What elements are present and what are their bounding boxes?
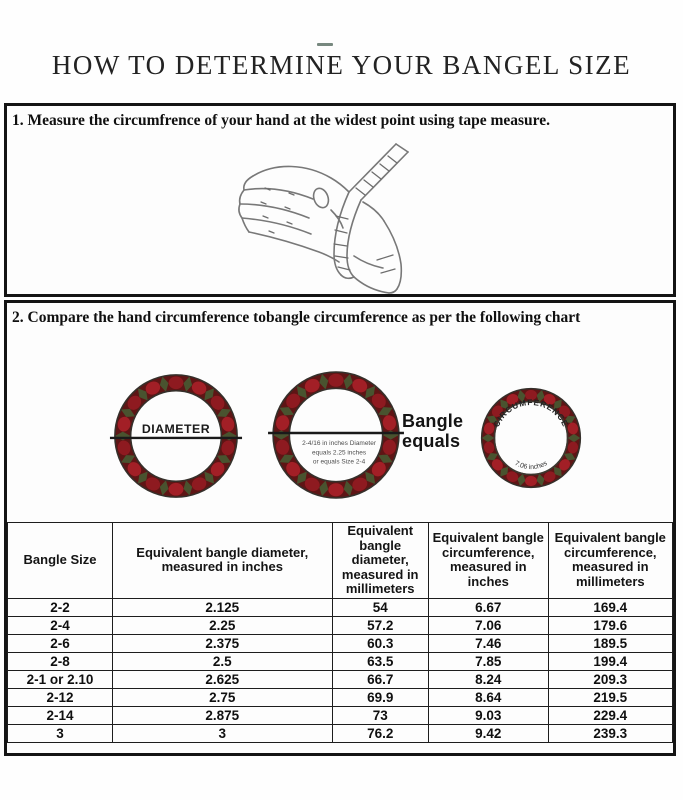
table-cell: 219.5	[547, 687, 674, 707]
table-cell: 7.85	[427, 651, 549, 671]
table-cell: 7.06	[427, 615, 549, 635]
step1-box: 1. Measure the circumfrence of your hand…	[4, 103, 676, 297]
table-row: 2-12 2.75 69.9 8.64 219.5	[6, 687, 674, 707]
table-cell: 2-1 or 2.10	[6, 669, 114, 689]
bangle-equals-line1: Bangle	[402, 411, 464, 431]
table-row: 2-1 or 2.10 2.625 66.7 8.24 209.3	[6, 669, 674, 689]
table-cell: 179.6	[547, 615, 674, 635]
size-chart-table: Bangle Size Equivalent bangle diameter, m…	[6, 522, 674, 743]
table-cell: 2-2	[6, 597, 114, 617]
table-cell: 2.375	[112, 633, 333, 653]
table-cell: 2.75	[112, 687, 333, 707]
table-cell: 63.5	[331, 651, 429, 671]
table-row: 2-8 2.5 63.5 7.85 199.4	[6, 651, 674, 671]
table-cell: 209.3	[547, 669, 674, 689]
svg-text:7.06 inches: 7.06 inches	[513, 460, 549, 471]
diameter-label: DIAMETER	[142, 422, 210, 436]
table-cell: 69.9	[331, 687, 429, 707]
page-title: HOW TO DETERMINE YOUR BANGEL SIZE	[51, 50, 632, 80]
table-cell: 7.46	[427, 633, 549, 653]
table-cell: 2.625	[112, 669, 333, 689]
table-cell: 73	[331, 705, 429, 725]
step2-text: 2. Compare the hand circumference tobang…	[12, 309, 581, 326]
size-note-line1: 2-4/16 in inches Diameter	[302, 440, 377, 447]
size-note-line3: or equals Size 2-4	[313, 458, 366, 465]
table-row: 2-6 2.375 60.3 7.46 189.5	[6, 633, 674, 653]
bangle-diameter-diagram: DIAMETER	[109, 374, 243, 498]
table-cell: 6.67	[427, 597, 549, 617]
table-row: 3 3 76.2 9.42 239.3	[6, 723, 674, 743]
table-cell: 54	[331, 597, 429, 617]
hand-tape-measure-illustration	[238, 143, 409, 294]
table-cell: 189.5	[547, 633, 674, 653]
table-cell: 8.64	[427, 687, 549, 707]
top-dash-mark	[317, 43, 333, 46]
column-header: Equivalent bangle circumference, measure…	[547, 522, 674, 599]
column-header: Equivalent bangle diameter, measured in …	[331, 522, 429, 599]
bangle-equals-label: Bangle equals	[402, 411, 463, 451]
table-cell: 3	[6, 723, 114, 743]
table-cell: 8.24	[427, 669, 549, 689]
bangle-equals-line2: equals	[402, 431, 461, 451]
table-cell: 229.4	[547, 705, 674, 725]
table-cell: 2.125	[112, 597, 333, 617]
bangle-size-note-diagram: 2-4/16 in inches Diameter equals 2.25 in…	[268, 371, 404, 499]
table-cell: 2-14	[6, 705, 114, 725]
table-row: 2-4 2.25 57.2 7.06 179.6	[6, 615, 674, 635]
table-cell: 9.03	[427, 705, 549, 725]
table-cell: 2-12	[6, 687, 114, 707]
table-header-row: Bangle Size Equivalent bangle diameter, m…	[6, 522, 674, 599]
table-cell: 2.875	[112, 705, 333, 725]
column-header: Equivalent bangle diameter, measured in …	[112, 522, 333, 599]
size-note-line2: equals 2.25 inches	[312, 449, 367, 456]
column-header: Bangle Size	[6, 522, 114, 599]
table-cell: 57.2	[331, 615, 429, 635]
table-row: 2-2 2.125 54 6.67 169.4	[6, 597, 674, 617]
table-row: 2-14 2.875 73 9.03 229.4	[6, 705, 674, 725]
table-cell: 2-8	[6, 651, 114, 671]
table-cell: 199.4	[547, 651, 674, 671]
table-cell: 2.25	[112, 615, 333, 635]
table-cell: 169.4	[547, 597, 674, 617]
table-cell: 2-6	[6, 633, 114, 653]
step2-box: 2. Compare the hand circumference tobang…	[4, 300, 676, 756]
table-cell: 2-4	[6, 615, 114, 635]
table-cell: 3	[112, 723, 333, 743]
table-cell: 239.3	[547, 723, 674, 743]
step1-text: 1. Measure the circumfrence of your hand…	[12, 112, 551, 129]
table-cell: 66.7	[331, 669, 429, 689]
table-cell: 60.3	[331, 633, 429, 653]
bangle-circumference-diagram: CIRCUMFERENCE 7.06 inches	[480, 387, 582, 489]
column-header: Equivalent bangle circumference, measure…	[427, 522, 549, 599]
circumference-value: 7.06 inches	[513, 460, 549, 471]
inner-circle	[493, 400, 569, 476]
table-cell: 76.2	[331, 723, 429, 743]
table-cell: 2.5	[112, 651, 333, 671]
table-cell: 9.42	[427, 723, 549, 743]
